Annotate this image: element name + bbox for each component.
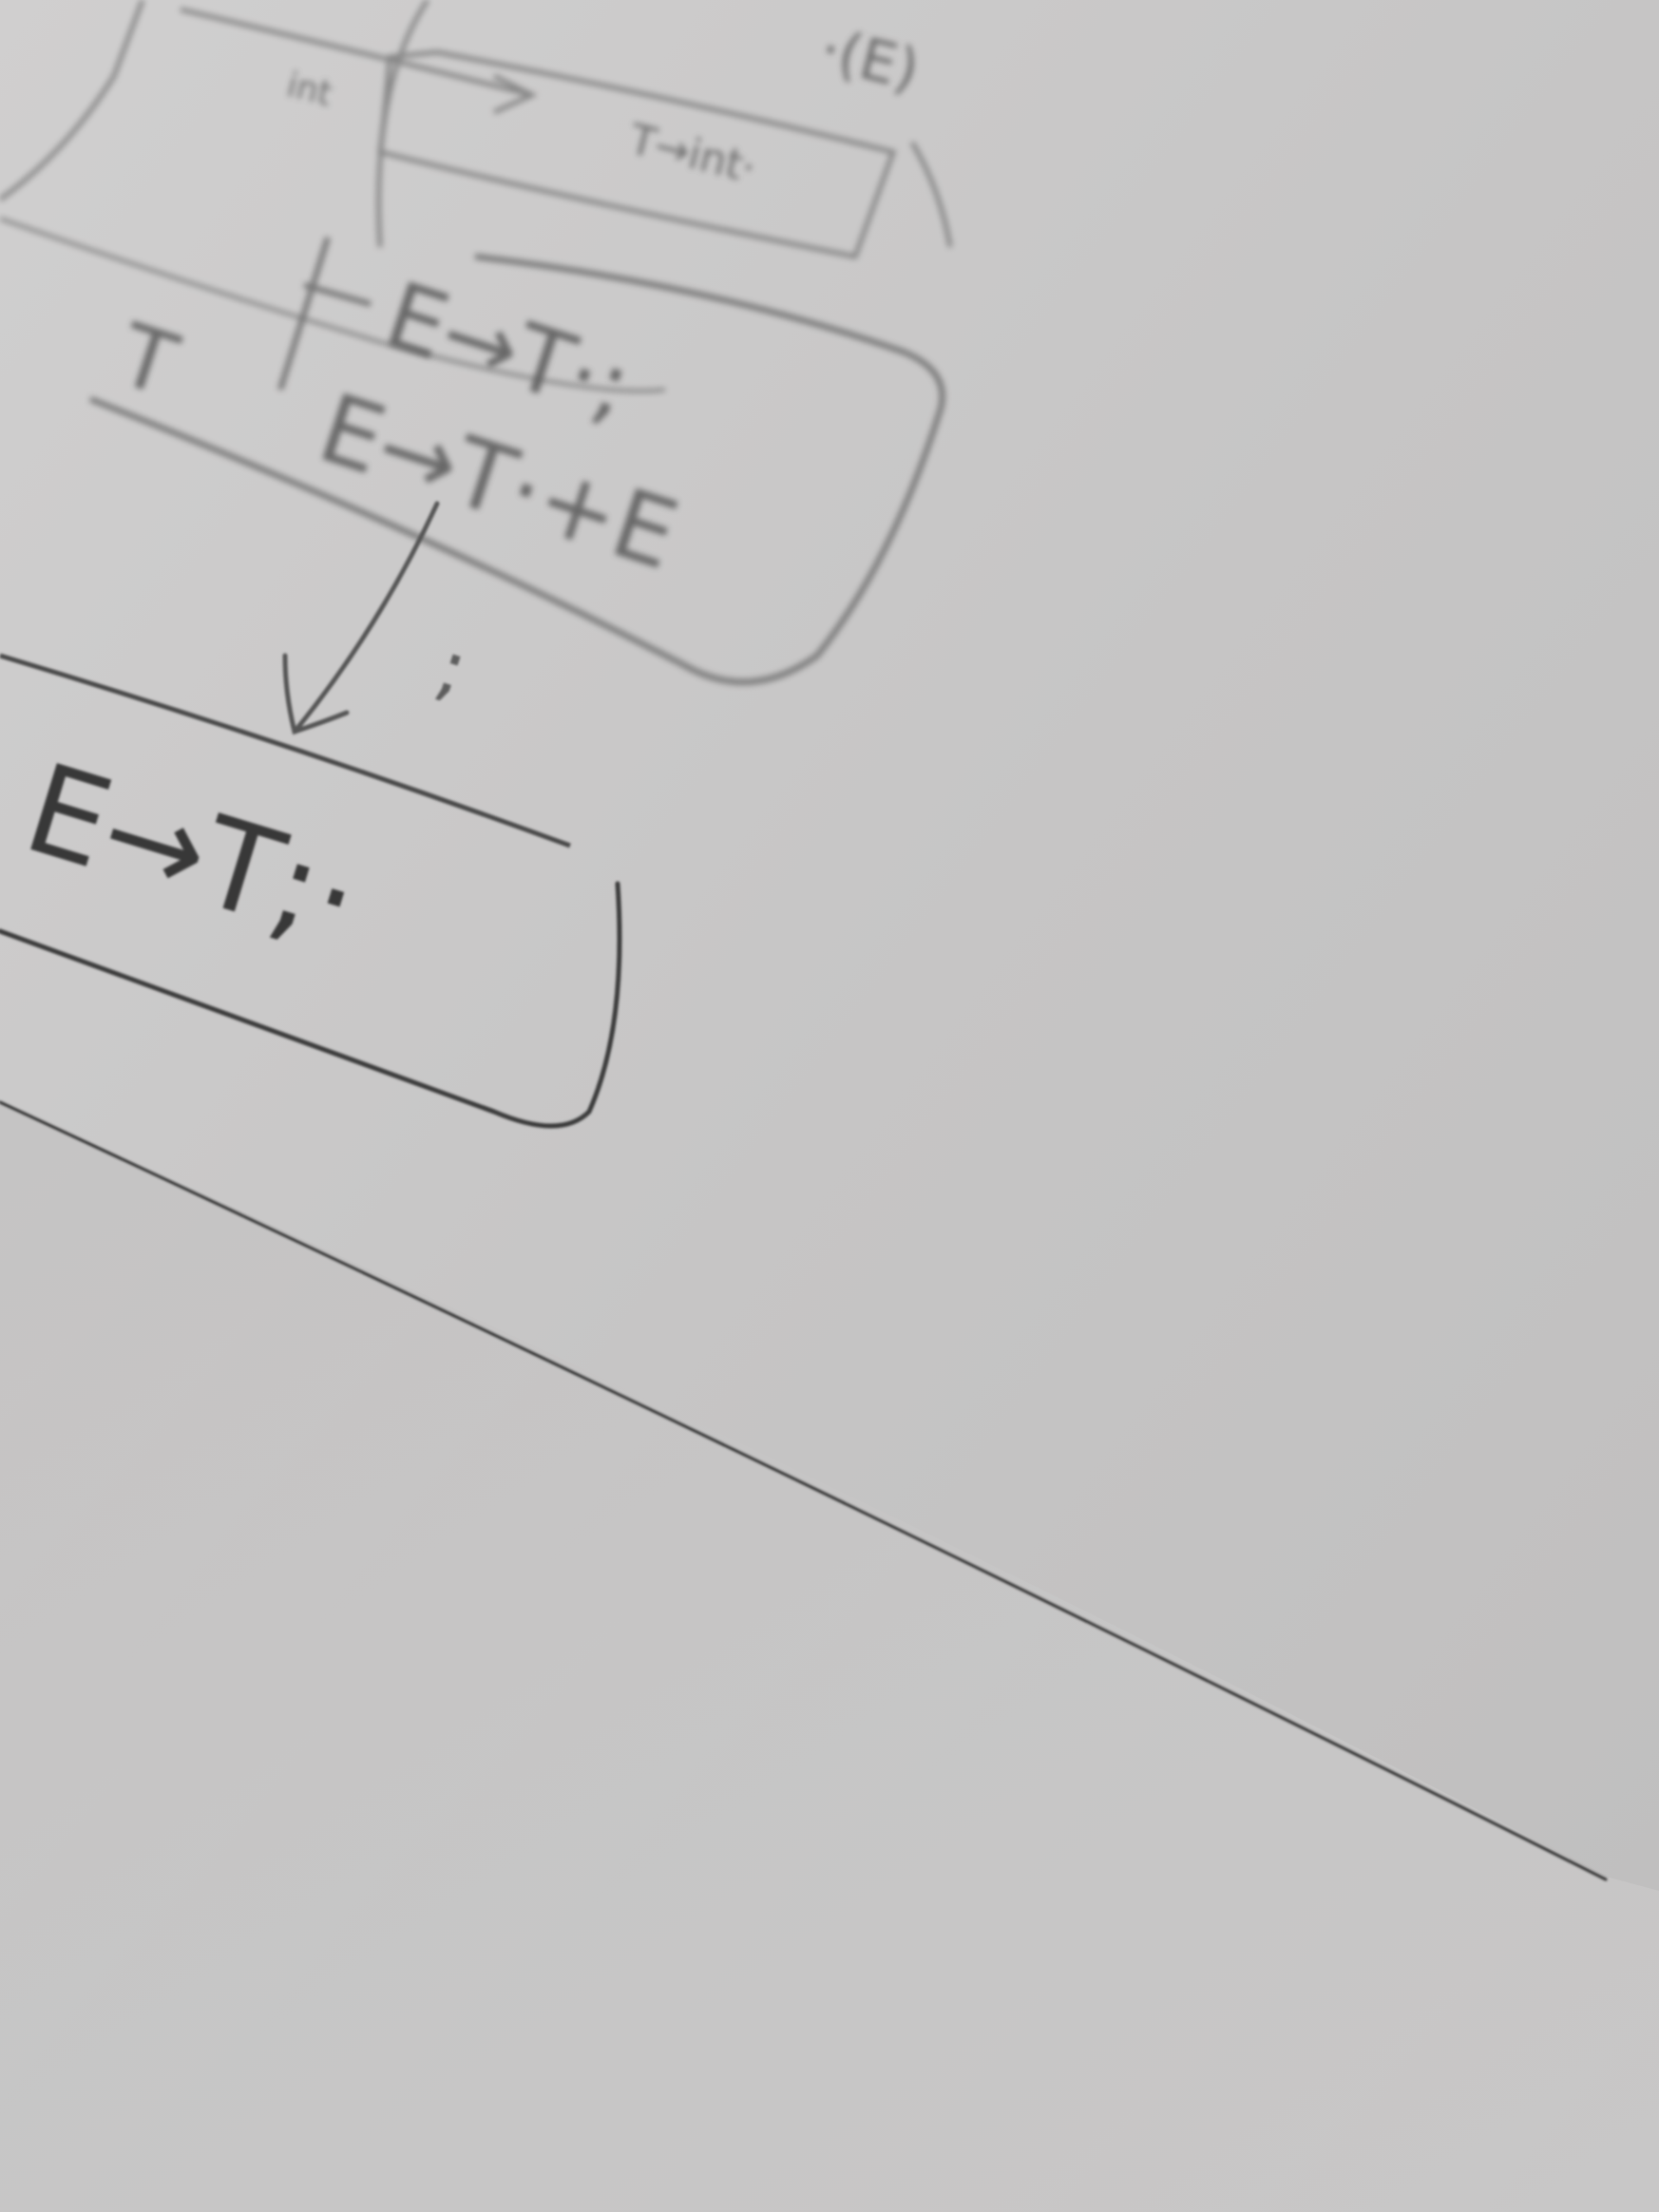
- transition-arrow: [282, 501, 440, 735]
- middle-state-box: [88, 254, 945, 685]
- bottom-state-box: [0, 881, 622, 1129]
- top-outer-box: [376, 0, 953, 248]
- bottom-state-box-top: [0, 653, 571, 849]
- long-pencil-line: [0, 1100, 1608, 1881]
- top-edge-arrow: [180, 7, 538, 115]
- middle-edge-line: [277, 237, 331, 391]
- top-left-partial-box: [0, 0, 145, 202]
- lower-sheet: [0, 1102, 1659, 2212]
